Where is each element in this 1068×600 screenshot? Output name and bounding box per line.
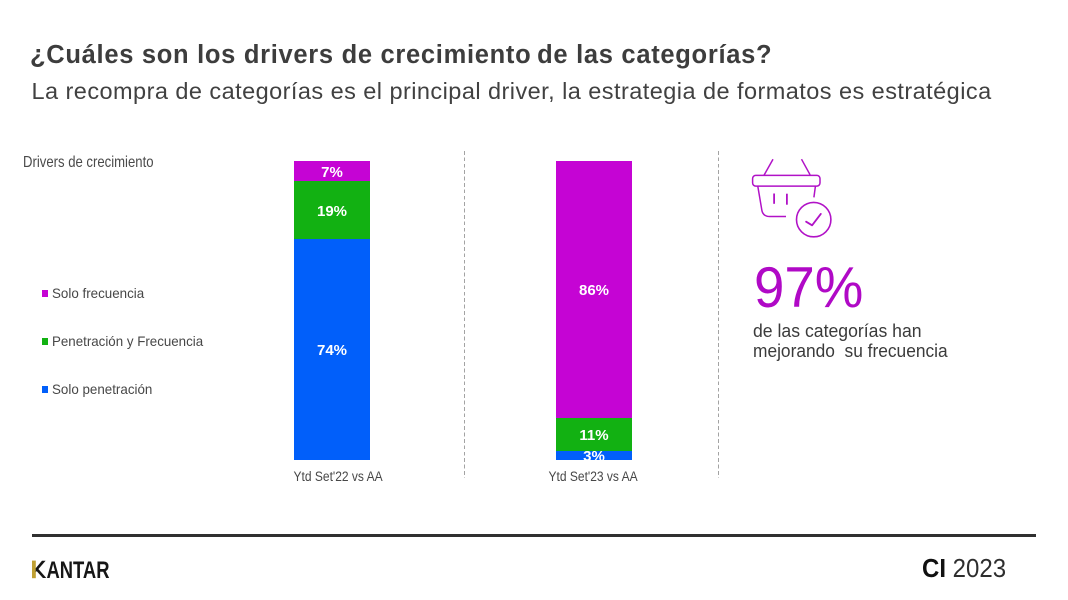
- svg-text:ANTAR: ANTAR: [46, 557, 109, 581]
